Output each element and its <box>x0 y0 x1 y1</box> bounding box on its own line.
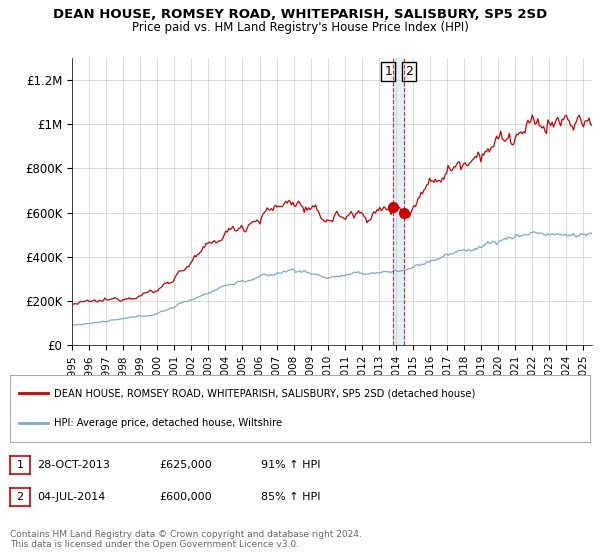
Text: HPI: Average price, detached house, Wiltshire: HPI: Average price, detached house, Wilt… <box>53 418 281 428</box>
Text: Price paid vs. HM Land Registry's House Price Index (HPI): Price paid vs. HM Land Registry's House … <box>131 21 469 34</box>
Text: 28-OCT-2013: 28-OCT-2013 <box>37 460 110 470</box>
Text: 1: 1 <box>385 65 392 78</box>
Text: DEAN HOUSE, ROMSEY ROAD, WHITEPARISH, SALISBURY, SP5 2SD (detached house): DEAN HOUSE, ROMSEY ROAD, WHITEPARISH, SA… <box>53 388 475 398</box>
Bar <box>393 58 404 345</box>
Text: 2: 2 <box>406 65 413 78</box>
Text: 1: 1 <box>17 460 23 470</box>
Text: Contains HM Land Registry data © Crown copyright and database right 2024.
This d: Contains HM Land Registry data © Crown c… <box>10 530 362 549</box>
Text: 85% ↑ HPI: 85% ↑ HPI <box>261 492 320 502</box>
Text: 2: 2 <box>16 492 23 502</box>
Text: DEAN HOUSE, ROMSEY ROAD, WHITEPARISH, SALISBURY, SP5 2SD: DEAN HOUSE, ROMSEY ROAD, WHITEPARISH, SA… <box>53 8 547 21</box>
Text: 91% ↑ HPI: 91% ↑ HPI <box>261 460 320 470</box>
Text: £625,000: £625,000 <box>159 460 212 470</box>
Text: £600,000: £600,000 <box>159 492 212 502</box>
Text: 04-JUL-2014: 04-JUL-2014 <box>37 492 106 502</box>
